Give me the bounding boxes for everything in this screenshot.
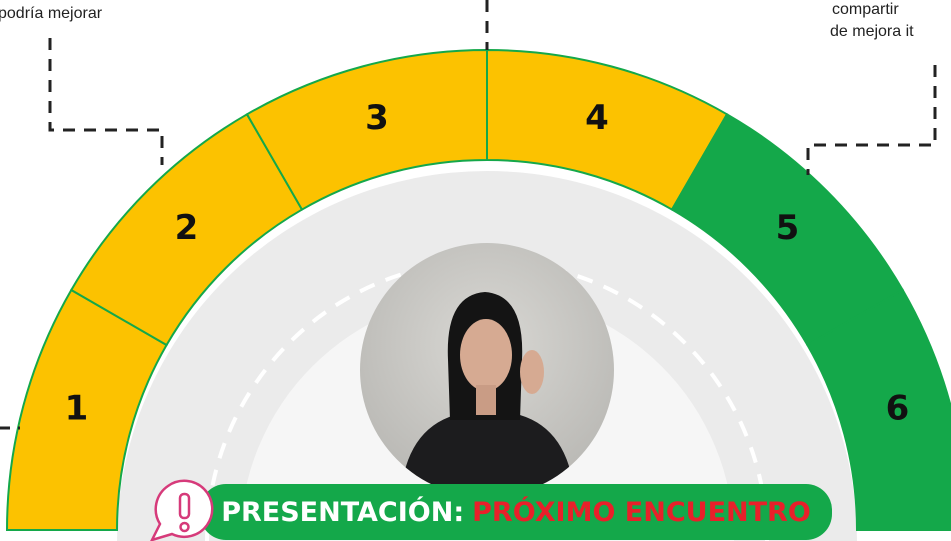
segment-label: 1	[65, 389, 89, 429]
screen: 1 2 3 4 5 6 podría mejorar compartir de mejor…	[0, 0, 951, 541]
segment-label: 3	[365, 98, 389, 138]
annotation: de mejora it	[830, 23, 914, 40]
annotation: compartir	[832, 1, 899, 18]
connector	[50, 38, 162, 165]
segment-label: 6	[886, 389, 910, 429]
banner-prefix: PRESENTACIÓN:	[221, 496, 464, 528]
annotation: podría mejorar	[0, 5, 103, 22]
connector	[808, 65, 935, 175]
segment-label: 2	[175, 208, 199, 248]
segment-label: 5	[776, 208, 800, 248]
banner-highlight: PRÓXIMO ENCUENTRO	[472, 496, 811, 528]
segment-label: 4	[585, 98, 609, 138]
banner-title: PRESENTACIÓN:PRÓXIMO ENCUENTRO	[221, 496, 811, 528]
